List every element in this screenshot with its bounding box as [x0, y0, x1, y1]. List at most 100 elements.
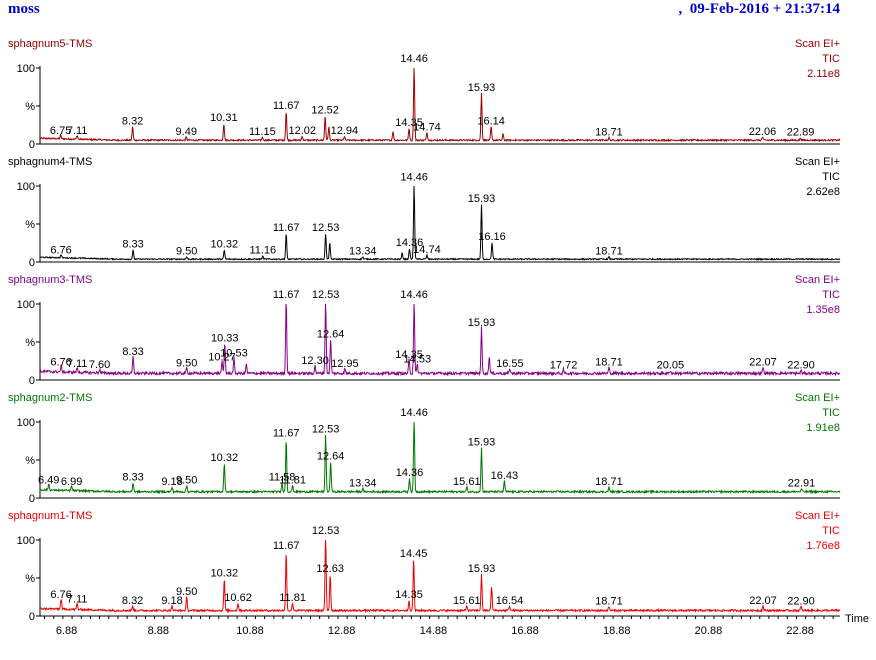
peak-label: 11.67	[273, 427, 300, 439]
sample-title: moss	[8, 1, 40, 17]
chromatogram-trace	[39, 421, 841, 495]
peak-label: 12.94	[331, 125, 359, 137]
x-tick-label: 12.88	[328, 625, 356, 637]
peak-label: 22.07	[749, 357, 777, 369]
scan-mode-label: Scan EI+	[795, 392, 840, 404]
x-tick-label: 6.88	[56, 625, 77, 637]
x-tick-label: 16.88	[511, 625, 539, 637]
peak-label: 10.32	[211, 239, 239, 251]
peak-label: 6.99	[61, 476, 82, 488]
peak-label: 6.76	[50, 357, 71, 369]
x-tick-label: 20.88	[695, 625, 723, 637]
panel-title: sphagnum5-TMS	[8, 38, 92, 50]
peak-label: 11.67	[273, 222, 300, 234]
peak-label: 10.53	[220, 347, 248, 359]
x-tick-label: 14.88	[420, 625, 448, 637]
peak-label: 10.31	[210, 112, 238, 124]
peak-label: 16.43	[491, 470, 519, 482]
peak-label: 14.36	[396, 237, 424, 249]
tic-label: TIC	[822, 53, 840, 65]
peak-label: 22.90	[787, 360, 815, 372]
peak-label: 13.34	[349, 478, 377, 490]
chromatogram-trace	[39, 67, 841, 143]
peak-label: 18.71	[595, 127, 623, 139]
peak-label: 11.16	[249, 245, 276, 257]
y-tick-label: 0	[29, 493, 35, 505]
intensity-label: 2.11e8	[807, 68, 840, 80]
peak-label: 9.50	[176, 357, 197, 369]
peak-label: 8.32	[122, 595, 143, 607]
peak-label: 12.63	[316, 563, 344, 575]
peak-label: 12.53	[312, 222, 340, 234]
y-tick-label: 100	[17, 417, 35, 429]
y-tick-label: 100	[17, 181, 35, 193]
peak-label: 9.50	[176, 586, 197, 598]
y-tick-label: %	[25, 101, 35, 113]
y-tick-label: %	[25, 573, 35, 585]
peak-label: 15.93	[468, 193, 496, 205]
acquisition-datetime: , 09-Feb-2016 + 21:37:14	[678, 1, 840, 17]
peak-label: 6.76	[50, 245, 71, 257]
peak-label: 9.50	[176, 475, 197, 487]
peak-label: 9.18	[161, 476, 182, 488]
scan-mode-label: Scan EI+	[795, 38, 840, 50]
peak-label: 8.33	[122, 472, 143, 484]
x-tick-label: 18.88	[603, 625, 631, 637]
peak-label: 22.90	[787, 596, 815, 608]
peak-label: 15.93	[468, 82, 496, 94]
peak-label: 9.18	[161, 595, 182, 607]
panel-title: sphagnum2-TMS	[8, 392, 92, 404]
peak-label: 18.71	[595, 596, 623, 608]
peak-label: 14.53	[404, 354, 432, 366]
tic-label: TIC	[822, 525, 840, 537]
peak-label: 7.11	[67, 593, 88, 605]
peak-label: 12.53	[312, 289, 340, 301]
peak-label: 14.35	[395, 117, 423, 129]
peak-label: 8.32	[122, 115, 143, 127]
peak-label: 13.34	[349, 245, 377, 257]
intensity-label: 1.76e8	[806, 540, 840, 552]
peak-label: 22.06	[749, 126, 777, 138]
panel-title: sphagnum3-TMS	[8, 274, 92, 286]
peak-label: 10.33	[211, 332, 239, 344]
peak-label: 12.64	[317, 450, 345, 462]
peak-label: 16.55	[496, 358, 524, 370]
peak-label: 16.16	[478, 231, 506, 243]
peak-label: 11.58	[269, 472, 296, 484]
x-tick-label: 22.88	[786, 625, 814, 637]
peak-label: 10.62	[224, 592, 252, 604]
peak-label: 18.71	[595, 357, 623, 369]
y-tick-label: 0	[29, 257, 35, 269]
intensity-label: 1.91e8	[806, 422, 840, 434]
peak-label: 22.89	[787, 127, 815, 139]
peak-label: 22.07	[749, 595, 777, 607]
peak-label: 12.52	[311, 105, 339, 117]
peak-label: 12.95	[331, 358, 359, 370]
y-tick-label: 0	[29, 611, 35, 623]
peak-label: 14.74	[413, 244, 441, 256]
peak-label: 11.81	[279, 592, 306, 604]
scan-mode-label: Scan EI+	[795, 156, 840, 168]
peak-label: 12.64	[317, 328, 345, 340]
panel-title: sphagnum1-TMS	[8, 510, 92, 522]
tic-label: TIC	[822, 407, 840, 419]
intensity-label: 1.35e8	[806, 304, 840, 316]
peak-label: 10.27	[208, 351, 236, 363]
y-tick-label: 0	[29, 139, 35, 151]
scan-mode-label: Scan EI+	[795, 274, 840, 286]
peak-label: 8.33	[122, 346, 143, 358]
y-tick-label: 100	[17, 535, 35, 547]
peak-label: 22.91	[788, 478, 816, 490]
peak-label: 14.46	[400, 289, 428, 301]
peak-label: 11.15	[249, 126, 276, 138]
peak-label: 11.81	[279, 475, 306, 487]
peak-label: 12.30	[301, 355, 329, 367]
peak-label: 6.76	[50, 589, 71, 601]
tic-label: TIC	[822, 289, 840, 301]
peak-label: 15.93	[468, 563, 496, 575]
peak-label: 7.11	[67, 358, 88, 370]
x-tick-label: 10.88	[236, 625, 264, 637]
peak-label: 12.53	[312, 525, 340, 537]
peak-label: 7.11	[67, 125, 88, 137]
